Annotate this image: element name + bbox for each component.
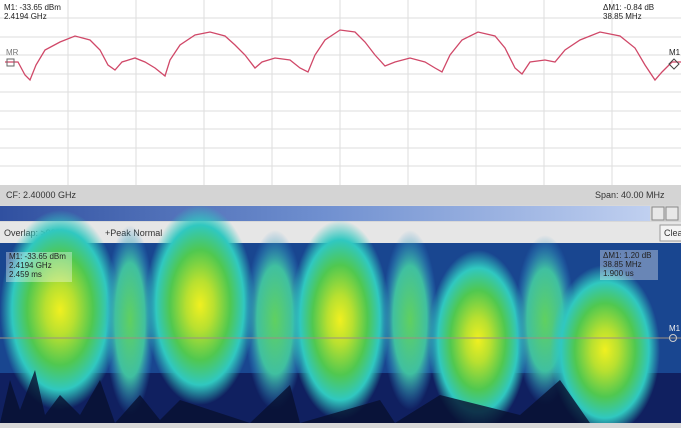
- clear-button[interactable]: [659, 224, 681, 242]
- span: Span: 40.00 MHz: [595, 190, 665, 200]
- status-bar: [0, 185, 681, 205]
- delta-readout: 1.900 us: [603, 269, 634, 278]
- maximize-button[interactable]: [665, 206, 679, 221]
- minimize-button[interactable]: [651, 206, 665, 221]
- title-bar: [0, 206, 650, 221]
- marker-readout: 2.4194 GHz: [4, 12, 47, 21]
- delta-readout: 38.85 MHz: [603, 260, 642, 269]
- delta-readout: ΔM1: -0.84 dB: [603, 3, 654, 12]
- marker-dot: [669, 334, 677, 342]
- ref-marker: [6, 58, 15, 67]
- delta-readout: ΔM1: 1.20 dB: [603, 251, 651, 260]
- marker-readout: M1: -33.65 dBm: [4, 3, 61, 12]
- marker-readout: 2.4194 GHz: [9, 261, 52, 270]
- marker-box: [6, 252, 72, 282]
- center-frequency: CF: 2.40000 GHz: [6, 190, 77, 200]
- marker-readout: M1: -33.65 dBm: [9, 252, 66, 261]
- grid: [0, 0, 681, 185]
- marker-readout: 2.459 ms: [9, 270, 42, 279]
- spectrogram: [0, 205, 681, 428]
- trace: [5, 29, 681, 82]
- delta-readout: 38.85 MHz: [603, 12, 642, 21]
- marker-diamond: [668, 58, 680, 70]
- marker-label: M1: [669, 324, 681, 333]
- ref-label: MR: [6, 48, 19, 57]
- delta-box: [600, 250, 658, 280]
- marker-label: M1: [669, 48, 681, 57]
- clear-label[interactable]: Clea: [664, 228, 681, 238]
